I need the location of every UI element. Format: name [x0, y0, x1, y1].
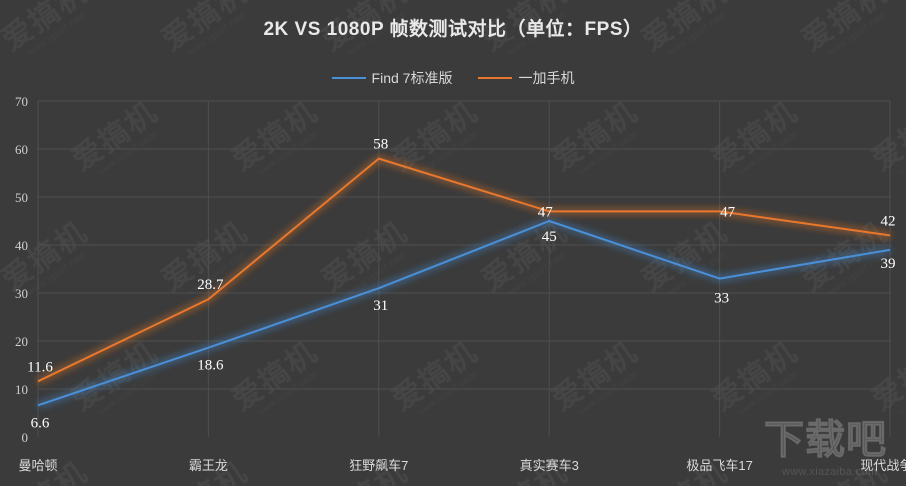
data-point-label: 58 [373, 137, 388, 153]
chart-legend: Find 7标准版 一加手机 [0, 68, 906, 88]
x-axis-tick-label: 霸王龙 [189, 458, 228, 473]
y-axis-tick-label: 0 [22, 430, 29, 445]
y-axis-tick-label: 70 [15, 94, 28, 109]
data-point-label: 47 [720, 204, 736, 220]
data-point-label: 28.7 [197, 277, 224, 293]
y-axis-tick-label: 50 [15, 190, 28, 205]
data-point-label: 33 [714, 291, 729, 307]
data-point-label: 31 [373, 298, 388, 314]
legend-item-find7[interactable]: Find 7标准版 [331, 68, 453, 88]
data-point-label: 42 [881, 213, 896, 229]
data-point-label: 6.6 [31, 415, 50, 431]
y-axis-tick-label: 40 [15, 238, 28, 253]
x-axis-tick-label: 曼哈顿 [18, 458, 57, 473]
y-axis-tick-label: 10 [15, 382, 28, 397]
x-axis-tick-label: 狂野飙车7 [349, 458, 408, 473]
x-axis-tick-label: 现代战争4 [860, 458, 906, 473]
y-axis-tick-label: 30 [15, 286, 28, 301]
legend-item-label: Find 7标准版 [371, 70, 453, 86]
y-axis-tick-label: 60 [15, 142, 28, 157]
data-point-label: 11.6 [27, 359, 53, 375]
x-axis-tick-label: 极品飞车17 [686, 458, 752, 473]
line-swatch-icon [478, 77, 513, 79]
series-line-glow [37, 219, 891, 407]
data-point-label: 45 [542, 229, 557, 245]
series-line-oneplus[interactable] [37, 157, 891, 383]
series-line-find7[interactable] [37, 220, 891, 407]
line-swatch-icon [331, 77, 366, 79]
y-axis-tick-label: 20 [15, 334, 28, 349]
data-point-label: 47 [538, 204, 554, 220]
x-axis-tick-label: 真实赛车3 [520, 458, 579, 473]
legend-item-label: 一加手机 [518, 70, 575, 86]
chart-title: 2K VS 1080P 帧数测试对比（单位：FPS） [263, 19, 643, 40]
data-point-label: 39 [881, 256, 896, 272]
legend-item-oneplus[interactable]: 一加手机 [478, 68, 574, 88]
data-point-label: 18.6 [197, 358, 224, 374]
